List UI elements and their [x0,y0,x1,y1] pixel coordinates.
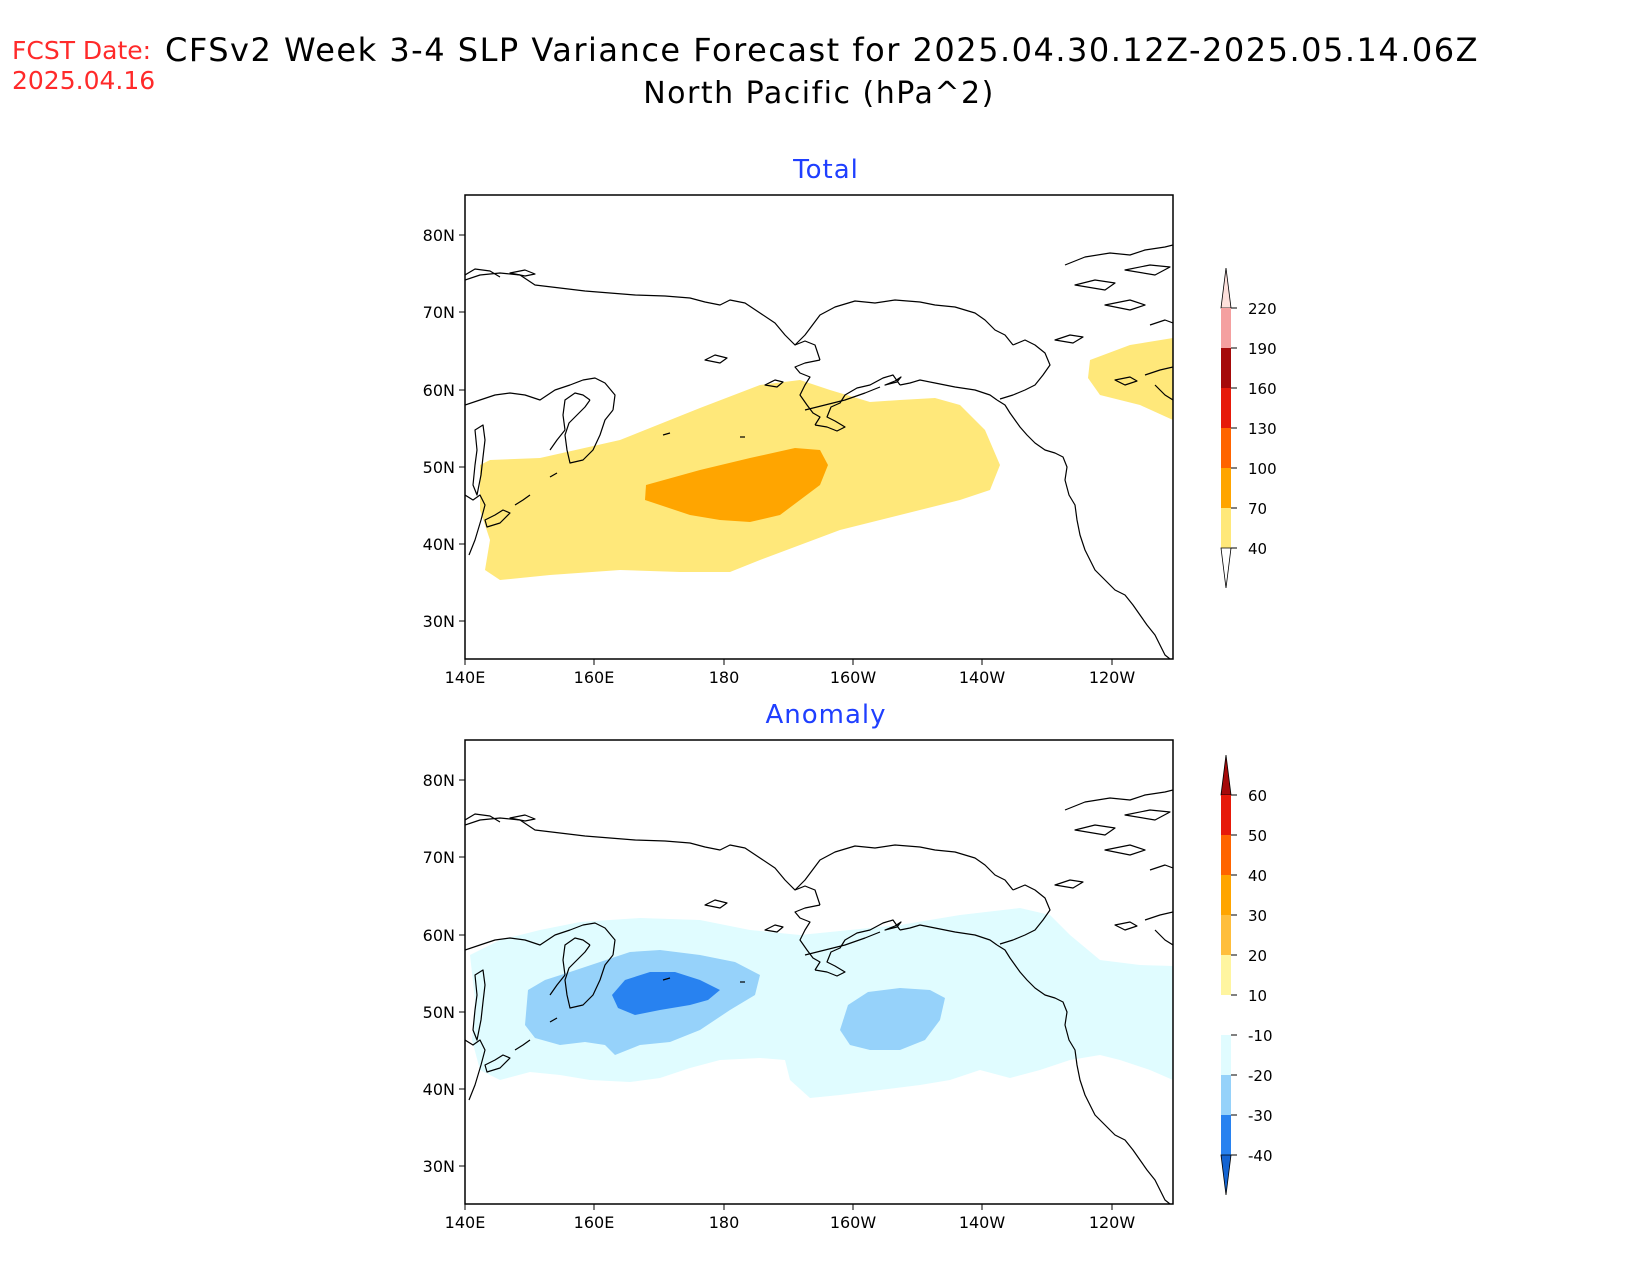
anomaly-lat-tick: 40N [423,1080,455,1099]
colorbar-swatch [1221,1035,1231,1075]
colorbar-anomaly-label: 50 [1248,827,1267,845]
colorbar-anomaly-label: -10 [1248,1027,1273,1045]
colorbar-anomaly-top-triangle [1220,754,1232,796]
colorbar-anomaly-label: 20 [1248,947,1267,965]
panel-title-total: Total [792,155,859,185]
map-panel-total [464,194,1174,660]
anomaly-lon-tick: 140W [959,1213,1006,1232]
colorbar-swatch [1221,875,1231,915]
anomaly-lon-tick: 180 [709,1213,740,1232]
colorbar-swatch [1221,915,1231,955]
colorbar-anomaly-label: 40 [1248,867,1267,885]
colorbar-swatch [1221,995,1231,1035]
colorbar-anomaly-label: 10 [1248,987,1267,1005]
forecast-date-label: FCST Date: [12,36,152,65]
colorbar-anomaly-label: -30 [1248,1107,1273,1125]
anomaly-lon-tick: 120W [1089,1213,1136,1232]
colorbar-anomaly-bottom-triangle [1220,1154,1232,1196]
anomaly-lat-axis: 80N 70N 60N 50N 40N 30N [423,771,465,1176]
page-subtitle: North Pacific (hPa^2) [0,76,1650,111]
colorbar-swatch [1221,388,1231,428]
total-lon-tick: 160W [830,668,877,687]
total-lat-tick: 80N [423,226,455,245]
colorbar-total-label: 220 [1248,300,1277,318]
colorbar-total-bottom-triangle [1220,547,1232,589]
colorbar-swatch [1221,795,1231,835]
colorbar-swatch [1221,508,1231,548]
colorbar-total-label: 160 [1248,380,1277,398]
anomaly-lon-axis: 140E 160E 180 160W 140W 120W [445,1204,1136,1232]
anomaly-lat-tick: 50N [423,1003,455,1022]
colorbar-total: 220 190 160 130 100 70 40 [1220,267,1277,589]
colorbar-anomaly-label: -40 [1248,1147,1273,1165]
colorbar-swatch [1221,308,1231,348]
page-title: CFSv2 Week 3-4 SLP Variance Forecast for… [165,31,1480,69]
total-lat-tick: 40N [423,535,455,554]
shade-total-70-100 [645,448,828,522]
colorbar-anomaly-label: 60 [1248,787,1267,805]
total-lon-tick: 160E [574,668,615,687]
panel-title-anomaly: Anomaly [765,700,886,730]
anomaly-lon-tick: 160W [830,1213,877,1232]
colorbar-total-label: 190 [1248,340,1277,358]
total-lat-tick: 70N [423,303,455,322]
colorbar-anomaly-label: 30 [1248,907,1267,925]
anomaly-lat-tick: 60N [423,926,455,945]
colorbar-total-label: 130 [1248,420,1277,438]
colorbar-anomaly: 60 50 40 30 20 10 -10 -20 -30 -40 [1220,754,1273,1196]
total-lon-tick: 140W [959,668,1006,687]
colorbar-total-label: 40 [1248,540,1267,558]
colorbar-total-label: 100 [1248,460,1277,478]
shade-anomaly-neg20-30-east [840,988,945,1050]
anomaly-lat-tick: 80N [423,771,455,790]
total-lon-tick: 120W [1089,668,1136,687]
anomaly-lon-tick: 140E [445,1213,486,1232]
colorbar-swatch [1221,468,1231,508]
anomaly-lat-tick: 70N [423,848,455,867]
anomaly-lat-tick: 30N [423,1157,455,1176]
subtitle-text: North Pacific (hPa^2) [643,76,995,111]
total-lon-axis: 140E 160E 180 160W 140W 120W [445,659,1136,687]
colorbar-swatch [1221,348,1231,388]
total-lat-axis: 80N 70N 60N 50N 40N 30N [423,226,465,631]
shade-total-40-70-east [1088,338,1173,420]
anomaly-lon-tick: 160E [574,1213,615,1232]
total-lon-tick: 140E [445,668,486,687]
colorbar-swatch [1221,955,1231,995]
colorbar-total-top-triangle [1220,267,1232,309]
total-lat-tick: 50N [423,458,455,477]
map-panel-anomaly [464,739,1174,1205]
total-lat-tick: 30N [423,612,455,631]
colorbar-anomaly-label: -20 [1248,1067,1273,1085]
total-lat-tick: 60N [423,381,455,400]
colorbar-swatch [1221,1115,1231,1155]
colorbar-swatch [1221,1075,1231,1115]
colorbar-swatch [1221,428,1231,468]
shade-anomaly-neg30-40 [612,972,720,1015]
total-lon-tick: 180 [709,668,740,687]
colorbar-swatch [1221,835,1231,875]
colorbar-total-label: 70 [1248,500,1267,518]
forecast-date-value: 2025.04.16 [12,66,156,95]
